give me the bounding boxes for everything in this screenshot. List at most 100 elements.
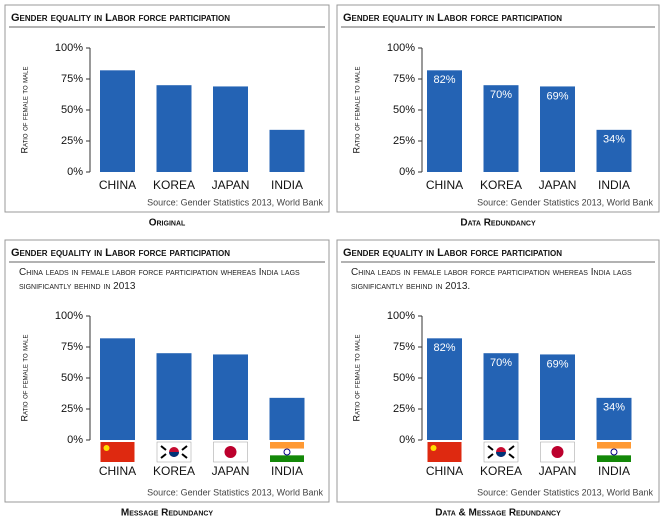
flag-trigram xyxy=(160,453,167,459)
flag-sun xyxy=(224,446,237,458)
y-tick-label: 50% xyxy=(393,372,415,384)
source-note: Source: Gender Statistics 2013, World Ba… xyxy=(147,487,323,497)
y-axis-label: Ratio of female to male xyxy=(351,335,361,422)
y-tick-label: 25% xyxy=(61,403,83,415)
value-label: 70% xyxy=(490,89,512,101)
x-tick-label: JAPAN xyxy=(539,464,577,478)
y-tick-label: 100% xyxy=(387,310,415,322)
chart-title: Gender equality in Labor force participa… xyxy=(343,247,562,259)
panel: Gender equality in Labor force participa… xyxy=(4,239,330,517)
panel-caption: Data & Message Redundancy xyxy=(435,508,561,517)
flag-star xyxy=(430,445,437,451)
bar xyxy=(100,338,135,440)
x-tick-label: INDIA xyxy=(598,464,630,478)
x-tick-label: CHINA xyxy=(426,178,463,192)
flag-sun xyxy=(551,446,564,458)
chart-title: Gender equality in Labor force participa… xyxy=(343,12,562,24)
flag-trigram xyxy=(487,453,494,459)
x-tick-label: CHINA xyxy=(99,464,136,478)
flag-trigram xyxy=(160,445,167,451)
y-tick-label: 50% xyxy=(61,104,83,116)
source-note: Source: Gender Statistics 2013, World Ba… xyxy=(477,487,653,497)
source-note: Source: Gender Statistics 2013, World Ba… xyxy=(477,197,653,207)
y-tick-label: 75% xyxy=(393,73,415,85)
y-tick-label: 0% xyxy=(399,166,415,178)
flag xyxy=(270,455,304,462)
y-tick-label: 0% xyxy=(67,166,83,178)
panel: Gender equality in Labor force participa… xyxy=(336,239,660,517)
x-tick-label: KOREA xyxy=(480,464,522,478)
flag-emblem xyxy=(169,452,179,457)
value-label: 69% xyxy=(546,90,568,102)
y-axis-label: Ratio of female to male xyxy=(19,67,29,154)
x-tick-label: JAPAN xyxy=(212,178,250,192)
flag-wheel xyxy=(283,448,291,456)
value-label: 69% xyxy=(546,358,568,370)
x-tick-label: CHINA xyxy=(426,464,463,478)
value-label: 34% xyxy=(603,134,625,146)
y-tick-label: 100% xyxy=(55,310,83,322)
flag-trigram xyxy=(508,453,515,459)
bar xyxy=(156,85,192,172)
x-tick-label: INDIA xyxy=(598,178,630,192)
panel: Gender equality in Labor force participa… xyxy=(336,4,660,229)
y-tick-label: 25% xyxy=(61,135,83,147)
y-tick-label: 100% xyxy=(387,42,415,54)
y-tick-label: 0% xyxy=(399,434,415,446)
y-tick-label: 75% xyxy=(393,341,415,353)
x-tick-label: KOREA xyxy=(480,178,522,192)
y-axis-label: Ratio of female to male xyxy=(19,335,29,422)
y-tick-label: 25% xyxy=(393,403,415,415)
y-tick-label: 50% xyxy=(393,104,415,116)
chart-title: Gender equality in Labor force participa… xyxy=(11,247,230,259)
y-tick-label: 25% xyxy=(393,135,415,147)
bar xyxy=(483,85,519,172)
flag xyxy=(270,448,304,456)
x-tick-label: KOREA xyxy=(153,464,195,478)
x-tick-label: INDIA xyxy=(271,178,303,192)
bar xyxy=(540,86,575,172)
bar xyxy=(540,354,575,440)
bar xyxy=(213,86,248,172)
flag xyxy=(597,442,631,449)
y-tick-label: 0% xyxy=(67,434,83,446)
flag-trigram xyxy=(508,445,515,451)
x-tick-label: KOREA xyxy=(153,178,195,192)
bar xyxy=(427,70,462,172)
bar xyxy=(596,129,632,172)
bar xyxy=(427,338,462,440)
x-tick-label: JAPAN xyxy=(212,464,250,478)
source-note: Source: Gender Statistics 2013, World Ba… xyxy=(147,197,323,207)
flag xyxy=(597,448,631,456)
panel-caption: Data Redundancy xyxy=(460,218,536,229)
panel: Gender equality in Labor force participa… xyxy=(4,4,330,229)
y-tick-label: 75% xyxy=(61,73,83,85)
y-tick-label: 50% xyxy=(61,372,83,384)
bar xyxy=(100,70,135,172)
flag-wheel xyxy=(610,448,618,456)
bar xyxy=(156,353,192,440)
value-label: 34% xyxy=(603,402,625,414)
x-tick-label: CHINA xyxy=(99,178,136,192)
chart-title: Gender equality in Labor force participa… xyxy=(11,12,230,24)
chart-subtitle: China leads in female labor force partic… xyxy=(19,267,300,292)
flag xyxy=(100,442,135,462)
flag-trigram xyxy=(487,445,494,451)
flag xyxy=(270,442,304,449)
value-label: 82% xyxy=(433,74,455,86)
chart-subtitle: China leads in female labor force partic… xyxy=(351,267,632,292)
value-label: 70% xyxy=(490,357,512,369)
x-tick-label: JAPAN xyxy=(539,178,577,192)
flag-star xyxy=(103,445,110,451)
value-label: 82% xyxy=(433,342,455,354)
x-tick-label: INDIA xyxy=(271,464,303,478)
panel-caption: Original xyxy=(149,218,186,229)
bar xyxy=(213,354,248,440)
y-tick-label: 75% xyxy=(61,341,83,353)
y-axis-label: Ratio of female to male xyxy=(351,67,361,154)
y-tick-label: 100% xyxy=(55,42,83,54)
flag xyxy=(597,455,631,462)
bar xyxy=(269,397,305,440)
